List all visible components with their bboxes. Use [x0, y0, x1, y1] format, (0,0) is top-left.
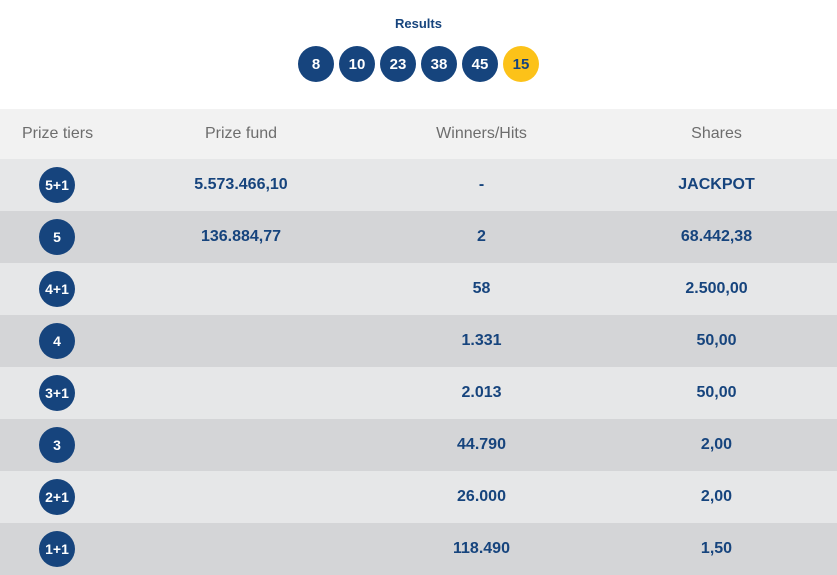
header-prize-tiers: Prize tiers — [21, 125, 94, 142]
prize-table-body: 5+1 5.573.466,10 - JACKPOT 5 136.884,77 … — [0, 159, 837, 575]
table-row: 2+1 26.000 2,00 — [0, 471, 837, 523]
tier-cell: 4+1 — [0, 271, 115, 307]
shares-cell: 1,50 — [700, 540, 733, 557]
number-ball: 8 — [298, 46, 334, 82]
tier-cell: 2+1 — [0, 479, 115, 515]
winners-cell: - — [478, 176, 485, 193]
header-shares: Shares — [691, 125, 742, 142]
shares-cell: 50,00 — [696, 384, 737, 401]
table-row: 4+1 58 2.500,00 — [0, 263, 837, 315]
tier-badge: 1+1 — [39, 531, 75, 567]
tier-cell: 5+1 — [0, 167, 115, 203]
prize-table-header: Prize tiers Prize fund Winners/Hits Shar… — [0, 109, 837, 159]
bonus-ball: 15 — [503, 46, 539, 82]
tier-badge: 4+1 — [39, 271, 75, 307]
tier-badge: 5 — [39, 219, 75, 255]
number-ball: 38 — [421, 46, 457, 82]
winners-cell: 2 — [477, 228, 486, 245]
table-row: 5 136.884,77 2 68.442,38 — [0, 211, 837, 263]
table-row: 5+1 5.573.466,10 - JACKPOT — [0, 159, 837, 211]
tier-badge: 5+1 — [39, 167, 75, 203]
shares-cell: 2,00 — [700, 488, 733, 505]
table-row: 1+1 118.490 1,50 — [0, 523, 837, 575]
number-ball: 45 — [462, 46, 498, 82]
shares-cell: 2,00 — [700, 436, 733, 453]
tier-badge: 2+1 — [39, 479, 75, 515]
prize-fund-cell: 5.573.466,10 — [194, 176, 288, 193]
shares-cell: 50,00 — [696, 332, 737, 349]
tier-badge: 3 — [39, 427, 75, 463]
tier-cell: 4 — [0, 323, 115, 359]
results-title: Results — [395, 16, 442, 31]
winners-cell: 1.331 — [461, 332, 502, 349]
prize-fund-cell: 136.884,77 — [200, 228, 282, 245]
winners-cell: 118.490 — [453, 540, 510, 557]
tier-badge: 3+1 — [39, 375, 75, 411]
header-prize-fund: Prize fund — [204, 125, 278, 142]
table-row: 3 44.790 2,00 — [0, 419, 837, 471]
winners-cell: 26.000 — [457, 488, 506, 505]
table-row: 3+1 2.013 50,00 — [0, 367, 837, 419]
winners-cell: 2.013 — [461, 384, 502, 401]
winners-cell: 44.790 — [457, 436, 506, 453]
shares-cell: JACKPOT — [678, 176, 755, 193]
results-header: Results 8 10 23 38 45 15 — [0, 0, 837, 109]
winners-cell: 58 — [472, 280, 491, 297]
number-ball: 10 — [339, 46, 375, 82]
tier-cell: 3 — [0, 427, 115, 463]
tier-cell: 3+1 — [0, 375, 115, 411]
shares-cell: 2.500,00 — [685, 280, 748, 297]
tier-cell: 1+1 — [0, 531, 115, 567]
shares-cell: 68.442,38 — [680, 228, 753, 245]
drawn-numbers: 8 10 23 38 45 15 — [298, 46, 539, 82]
table-row: 4 1.331 50,00 — [0, 315, 837, 367]
tier-badge: 4 — [39, 323, 75, 359]
number-ball: 23 — [380, 46, 416, 82]
tier-cell: 5 — [0, 219, 115, 255]
header-winners-hits: Winners/Hits — [436, 125, 527, 142]
